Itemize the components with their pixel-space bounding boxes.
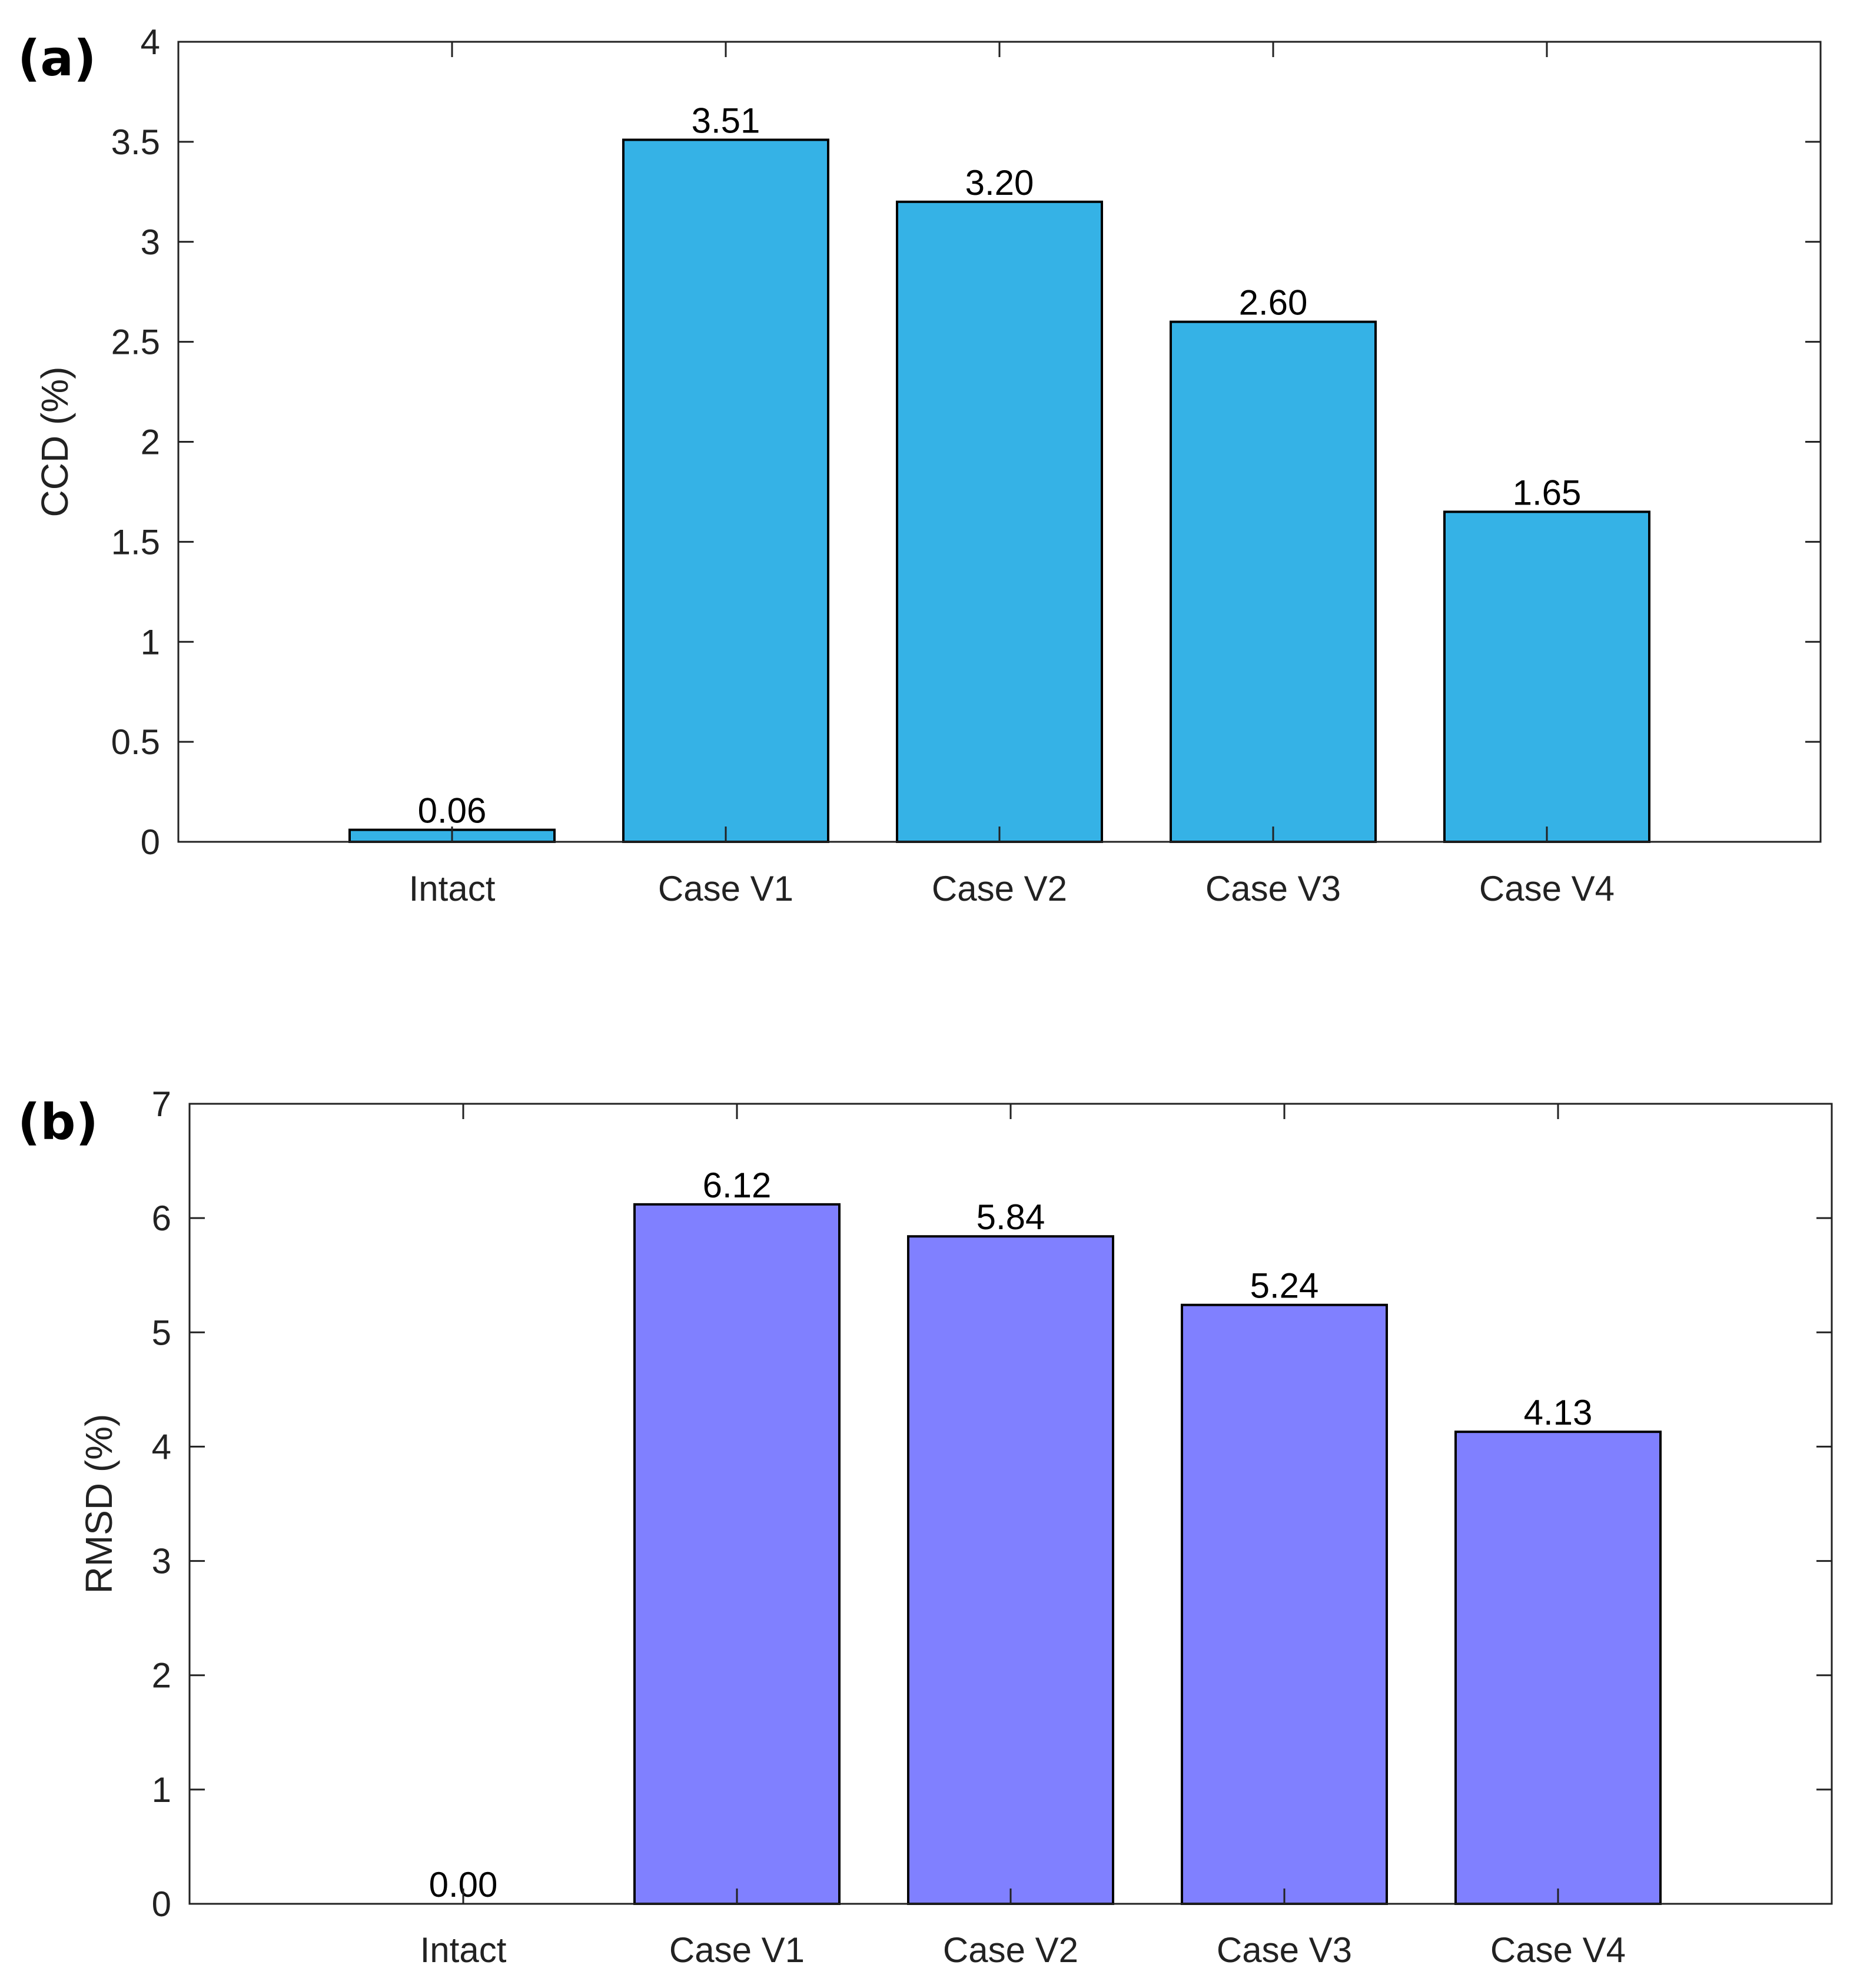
- y-tick-label: 2: [152, 1656, 171, 1695]
- bar-case-v4: [1454, 1431, 1662, 1905]
- x-tick-label: Case V1: [669, 1930, 805, 1970]
- y-tick-label: 1.5: [111, 522, 160, 562]
- chart-panel-a: (a) 0.06 3.51 3.20 2.60 1.65 0 0.5 1 1.5 2 2.5 3 3.5 4…: [18, 22, 1822, 908]
- x-tick-label: Case V4: [1479, 869, 1615, 908]
- y-tick-label: 0: [141, 822, 160, 862]
- bar-case-v2: [907, 1235, 1114, 1906]
- data-label: 4.13: [1524, 1393, 1593, 1432]
- x-tick-label: Intact: [420, 1930, 507, 1970]
- bar-case-v4: [1443, 510, 1650, 843]
- bar-case-v2: [896, 200, 1103, 843]
- data-label: 1.65: [1513, 473, 1582, 512]
- x-tick-label: Case V1: [658, 869, 793, 908]
- y-tick-label: 3: [141, 223, 160, 262]
- y-tick-label: 0: [152, 1884, 171, 1924]
- x-tick-label: Case V4: [1490, 1930, 1626, 1970]
- data-label: 0.06: [418, 791, 487, 831]
- y-axis-label: CCD (%): [34, 367, 76, 517]
- y-tick-label: 7: [152, 1084, 171, 1124]
- x-tick-label: Case V2: [943, 1930, 1078, 1970]
- bar-case-v1: [622, 138, 829, 843]
- y-tick-label: 3.5: [111, 122, 160, 162]
- x-tick-label: Case V3: [1217, 1930, 1352, 1970]
- bar-case-v3: [1170, 320, 1377, 843]
- y-tick-label: 0.5: [111, 722, 160, 762]
- panel-label: (b): [18, 1093, 98, 1151]
- y-tick-label: 5: [152, 1313, 171, 1352]
- x-tick-label: Intact: [409, 869, 496, 908]
- y-tick-label: 4: [141, 22, 160, 62]
- y-tick-label: 6: [152, 1199, 171, 1238]
- y-tick-label: 4: [152, 1427, 171, 1466]
- y-tick-label: 1: [141, 622, 160, 662]
- y-tick-label: 2: [141, 423, 160, 462]
- data-label: 5.84: [976, 1197, 1045, 1237]
- y-tick-label: 1: [152, 1770, 171, 1810]
- y-tick-label: 3: [152, 1542, 171, 1581]
- data-label: 3.51: [692, 101, 760, 140]
- panel-label: (a): [18, 29, 96, 87]
- x-tick-label: Case V3: [1205, 869, 1341, 908]
- data-label: 6.12: [703, 1166, 772, 1205]
- data-label: 2.60: [1239, 283, 1308, 323]
- bar-case-v1: [633, 1203, 841, 1905]
- y-tick-label: 2.5: [111, 323, 160, 362]
- x-tick-label: Case V2: [932, 869, 1067, 908]
- data-label: 5.24: [1250, 1266, 1319, 1306]
- data-label: 3.20: [965, 163, 1034, 203]
- bar-case-v3: [1181, 1303, 1388, 1905]
- y-axis-label: RMSD (%): [78, 1414, 120, 1594]
